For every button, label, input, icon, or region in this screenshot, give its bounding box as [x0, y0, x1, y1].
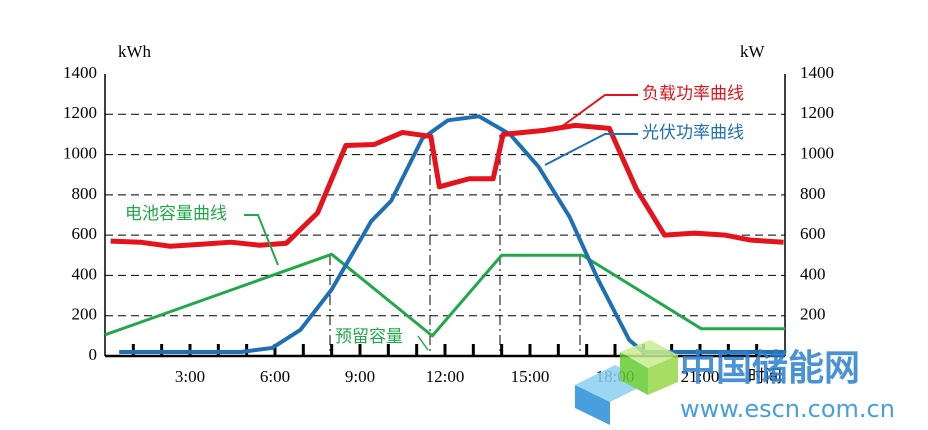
y-tick-label: 800 [72, 184, 98, 203]
y-tick-label: 400 [72, 264, 98, 283]
watermark-url: www.escn.com.cn [680, 395, 895, 423]
watermark-text: 中国储能网 [680, 348, 860, 389]
logo [575, 385, 610, 425]
logo [620, 340, 678, 368]
y2-unit: kW [740, 42, 766, 61]
leader-line [417, 335, 429, 351]
y-unit: kWh [118, 42, 152, 61]
y-tick-label: 200 [72, 305, 98, 324]
y-tick-label: 1200 [63, 103, 97, 122]
y2-tick-label: 1000 [800, 143, 834, 162]
logo [648, 355, 678, 395]
series-line [119, 114, 785, 354]
plot-area: 0 200 400 600 800 1000 1200 1400 200 400 600 800 100… [63, 63, 834, 386]
y2-tick-label: 200 [800, 305, 826, 324]
series-line [110, 122, 784, 249]
x-axis-label: 时间 [748, 367, 782, 386]
y2-tick-label: 1200 [800, 103, 834, 122]
y-tick-label: 1400 [63, 63, 97, 82]
logo [620, 352, 648, 395]
y2-tick-label: 400 [800, 264, 826, 283]
legend-label: 光伏功率曲线 [642, 123, 744, 142]
x-tick-label: 9:00 [345, 367, 375, 386]
leader-line [244, 214, 279, 266]
leader-line [544, 133, 638, 166]
y-tick-label: 0 [89, 345, 98, 364]
x-tick-label: 15:00 [511, 367, 550, 386]
watermark: 中国储能网 www.escn.com.cn [575, 340, 895, 425]
x-tick-label: 3:00 [175, 367, 205, 386]
leader-line [556, 94, 638, 131]
x-tick-label: 21:00 [681, 367, 720, 386]
x-tick-label: 6:00 [260, 367, 290, 386]
y-tick-label: 600 [72, 224, 98, 243]
legend-label: 负载功率曲线 [642, 84, 744, 103]
y-tick-label: 1000 [63, 143, 97, 162]
y2-tick-label: 800 [800, 184, 826, 203]
legend-label: 电池容量曲线 [125, 204, 227, 223]
y2-tick-label: 1400 [800, 63, 834, 82]
series-line [104, 252, 785, 338]
y2-tick-label: 600 [800, 224, 826, 243]
x-tick-label: 12:00 [426, 367, 465, 386]
annotation: 预留容量 [335, 327, 403, 346]
